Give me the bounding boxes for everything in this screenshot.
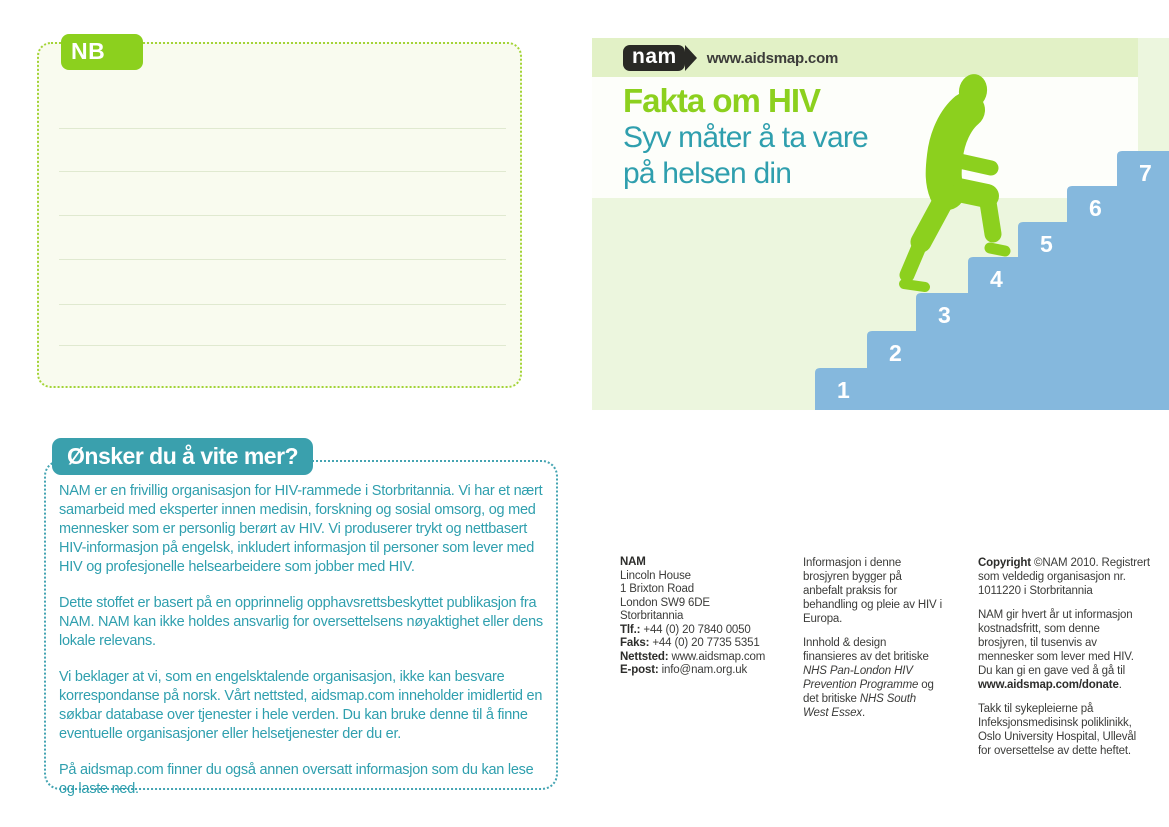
programme-name: NHS Pan-London HIV Prevention Programme (803, 665, 919, 691)
contact-label: Faks: (620, 637, 650, 649)
stair-step-number: 6 (1089, 195, 1102, 221)
funding-paragraph: Innhold & design finansieres av det brit… (803, 636, 943, 720)
logo-row: nam www.aidsmap.com (623, 45, 838, 71)
cover-panel: 1 2 3 4 5 6 7 nam www.aidsmap.com Fakta … (592, 38, 1169, 410)
donate-url: www.aidsmap.com/donate (978, 679, 1119, 691)
title-band (592, 77, 1138, 198)
page-title: Syv måter å ta vare på helsen din (623, 120, 869, 192)
more-heading: Ønsker du å vite mer? (67, 443, 299, 469)
contact-value: +44 (0) 20 7840 0050 (640, 623, 751, 636)
contact-value: www.aidsmap.com (668, 650, 766, 663)
more-body: NAM er en frivillig organisasjon for HIV… (59, 482, 549, 816)
nb-note-box: NB (37, 34, 522, 388)
note-line (59, 128, 506, 129)
address-block: NAM Lincoln House 1 Brixton Road London … (620, 556, 792, 678)
note-line (59, 345, 506, 346)
more-paragraph: Dette stoffet er basert på en opprinneli… (59, 595, 543, 649)
more-info-box: Ønsker du å vite mer? NAM er en frivilli… (44, 438, 558, 797)
nam-logo: nam (623, 45, 685, 71)
copyright-label: Copyright (978, 557, 1031, 569)
page-title-line1: Syv måter å ta vare (623, 121, 869, 154)
funding-text: og det britiske (803, 679, 934, 705)
stair-step-number: 4 (990, 266, 1003, 292)
thanks-paragraph: Takk til sykepleierne på Infeksjonsmedis… (978, 703, 1137, 757)
info-column: Informasjon i denne brosjyren bygger på … (803, 556, 943, 730)
donate-paragraph: NAM gir hvert år ut informasjon kostnads… (978, 608, 1151, 692)
note-line (59, 259, 506, 260)
page-title-line2: på helsen din (623, 157, 792, 190)
more-paragraph: Vi beklager at vi, som en engelsktalende… (59, 669, 543, 742)
note-line (59, 304, 506, 305)
stairs-graphic: 1 2 3 4 5 6 7 (815, 151, 1169, 410)
copyright-column: Copyright ©NAM 2010. Registrert som veld… (978, 556, 1151, 768)
series-title: Fakta om HIV (623, 82, 821, 119)
address-line: Storbritannia (620, 610, 684, 622)
contact-label: E-post: (620, 664, 659, 676)
more-paragraph: NAM er en frivillig organisasjon for HIV… (59, 483, 543, 575)
programme-name: NHS South West Essex (803, 693, 917, 719)
stair-step-number: 7 (1139, 160, 1152, 186)
copyright-text: ©NAM 2010. Registrert som veldedig organ… (978, 557, 1150, 597)
more-paragraph: På aidsmap.com finner du også annen over… (59, 762, 534, 797)
note-line (59, 171, 506, 172)
address-column: NAM Lincoln House 1 Brixton Road London … (620, 556, 792, 688)
climbing-person-icon (899, 74, 1011, 292)
nam-logo-arrow-icon (684, 45, 697, 71)
org-name: NAM (620, 556, 646, 568)
stair-step-number: 5 (1040, 231, 1053, 257)
more-heading-tab: Ønsker du å vite mer? (52, 438, 314, 475)
website-url: www.aidsmap.com (706, 49, 839, 67)
stairs-shape (815, 151, 1169, 410)
contact-value: info@nam.org.uk (658, 664, 748, 676)
address-line: London SW9 6DE (620, 596, 710, 609)
contact-label: Nettsted: (620, 650, 669, 663)
nb-label: NB (71, 38, 106, 64)
address-line: Lincoln House (620, 569, 691, 582)
address-line: 1 Brixton Road (620, 583, 694, 595)
funding-text: . (862, 707, 866, 719)
stair-step-number: 1 (837, 377, 850, 403)
nb-tab: NB (61, 34, 143, 70)
info-paragraph: Informasjon i denne brosjyren bygger på … (803, 557, 943, 625)
donate-text: . (1118, 679, 1122, 691)
contact-value: +44 (0) 20 7735 5351 (649, 637, 760, 649)
stair-step-number: 2 (889, 340, 902, 366)
copyright-paragraph: Copyright ©NAM 2010. Registrert som veld… (978, 556, 1151, 598)
nam-logo-text: nam (632, 45, 677, 68)
stair-step-number: 3 (938, 302, 951, 328)
contact-label: Tlf.: (620, 623, 641, 636)
donate-text: NAM gir hvert år ut informasjon kostnads… (978, 609, 1134, 677)
note-line (59, 215, 506, 216)
funding-text: Innhold & design finansieres av det brit… (803, 637, 929, 663)
